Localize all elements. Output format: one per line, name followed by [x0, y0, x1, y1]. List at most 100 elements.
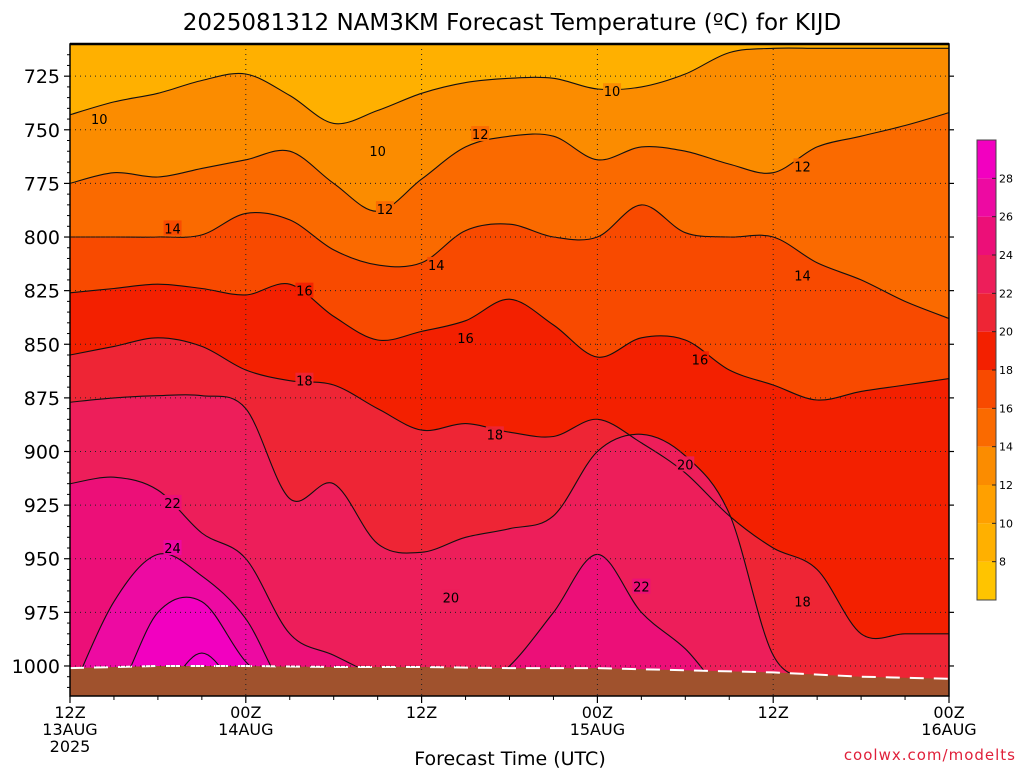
isotherm-label: 14: [427, 256, 446, 274]
isotherm-28: [70, 652, 949, 696]
terrain-edge: [70, 665, 949, 680]
isotherm-label: 22: [632, 578, 651, 596]
isotherm-label: 10: [90, 111, 109, 128]
isotherm-label-text: 22: [164, 497, 181, 512]
colorbar-swatch: [977, 331, 996, 370]
y-tick-label: 850: [24, 334, 60, 356]
isotherm-14: [70, 204, 949, 320]
isotherm-16: [70, 283, 949, 401]
y-tick-label: 800: [24, 227, 60, 249]
colorbar-swatch: [977, 485, 996, 524]
isotherm-label: 20: [676, 456, 695, 473]
colorbar-tick-label: 22: [999, 287, 1013, 300]
isotherm-label-text: 16: [692, 353, 709, 368]
colorbar-swatch: [977, 293, 996, 332]
isotherm-label-text: 12: [794, 160, 811, 175]
isotherm-label-text: 10: [369, 145, 386, 160]
x-tick-label: 12Z: [406, 703, 437, 722]
x-tick-label: 00Z: [230, 703, 261, 722]
isotherm-label-bg: [368, 143, 387, 159]
isotherm-label-bg: [295, 372, 314, 388]
y-tick-label: 900: [24, 442, 60, 464]
isotherm-label-bg: [375, 201, 394, 217]
isotherm-label: 16: [456, 329, 475, 347]
y-tick-label: 925: [24, 495, 60, 517]
colorbar-tick-label: 28: [999, 172, 1013, 185]
isotherm-label: 14: [793, 267, 812, 285]
isotherm-26: [70, 596, 949, 696]
isotherm-label: 12: [471, 126, 490, 143]
x-tick-label: 14AUG: [218, 720, 273, 739]
y-tick-label: 950: [24, 549, 60, 571]
isotherm-label: 14: [163, 220, 182, 237]
plot-area: [70, 44, 949, 696]
x-tick-label: 12Z: [758, 703, 789, 722]
isotherm-label: 20: [441, 589, 460, 606]
isotherm-label-bg: [441, 589, 460, 605]
isotherm-label-bg: [163, 494, 182, 510]
colorbar-swatch: [977, 255, 996, 294]
isotherm-label-bg: [793, 593, 812, 609]
isotherm-label-text: 10: [604, 85, 621, 100]
y-tick-label: 975: [24, 602, 60, 624]
colorbar: 8 10 12 14 16 18 20 22 24 26 28: [976, 139, 1013, 601]
colorbar-swatch: [977, 561, 996, 600]
isotherm-10: [70, 47, 949, 125]
colorbar-swatch: [977, 523, 996, 562]
isotherm-label-text: 10: [91, 113, 108, 128]
isotherm-label: 12: [793, 158, 812, 175]
x-tick-label: 00Z: [582, 703, 613, 722]
y-tick-label: 1000: [12, 656, 60, 678]
isotherm-label-text: 16: [457, 332, 474, 347]
x-tick-label: 15AUG: [570, 720, 625, 739]
plot-overlay: 10 10 10 12 12 12 14 14 14 16 16 16 18 18 18 20 20 22 22 24: [90, 83, 812, 611]
isotherm-label-text: 12: [472, 128, 489, 143]
colorbar-swatch: [977, 178, 996, 217]
isotherm-label-bg: [603, 83, 622, 99]
colorbar-swatch: [977, 140, 996, 179]
colorbar-tick-label: 10: [999, 517, 1013, 530]
isotherm-label-text: 18: [794, 596, 811, 611]
isotherm-label-bg: [485, 426, 504, 442]
axes: 725 750 775 800 825 850 875 900 925 950 975 1000 12Z…: [12, 42, 977, 756]
colorbar-swatch: [977, 446, 996, 485]
isotherm-label-bg: [163, 220, 182, 236]
isotherm-label: 10: [368, 143, 387, 160]
isotherm-24: [70, 553, 949, 696]
x-tick-label: 13AUG: [42, 720, 97, 739]
colorbar-swatch: [977, 408, 996, 447]
isotherm-label-bg: [456, 329, 475, 345]
isotherm-label-text: 18: [487, 428, 504, 443]
isotherm-12: [70, 112, 949, 212]
isotherm-22: [70, 476, 949, 696]
isotherm-label-text: 20: [443, 591, 460, 606]
isotherm-label-text: 14: [794, 270, 811, 285]
band-fill-22: [70, 477, 949, 696]
isotherm-label-bg: [632, 578, 651, 594]
credit-text: coolwx.com/modelts: [844, 746, 1016, 764]
y-tick-label: 875: [24, 388, 60, 410]
isotherm-label-bg: [793, 267, 812, 283]
x-tick-label: 00Z: [933, 703, 964, 722]
x-tick-label: 12Z: [54, 703, 85, 722]
isotherm-label-text: 18: [296, 375, 313, 390]
x-axis-label: Forecast Time (UTC): [414, 748, 605, 768]
isotherm-label: 10: [603, 83, 622, 100]
isotherm-18: [70, 337, 949, 640]
colorbar-swatch: [977, 216, 996, 255]
isotherm-label-text: 16: [296, 285, 313, 300]
isotherm-label: 24: [163, 540, 182, 557]
colorbar-tick-label: 12: [999, 479, 1013, 492]
isotherm-label: 12: [375, 201, 394, 218]
terrain-fill: [70, 666, 949, 696]
isotherm-label-text: 14: [428, 259, 445, 274]
y-tick-label: 775: [24, 173, 60, 195]
colorbar-tick-label: 24: [999, 249, 1013, 262]
isotherm-label-bg: [163, 540, 182, 556]
colorbar-tick-label: 8: [999, 556, 1006, 569]
isotherm-label: 18: [793, 593, 812, 611]
isotherm-label-bg: [295, 282, 314, 298]
x-tick-label: 2025: [50, 737, 91, 756]
isotherm-label-bg: [471, 126, 490, 142]
